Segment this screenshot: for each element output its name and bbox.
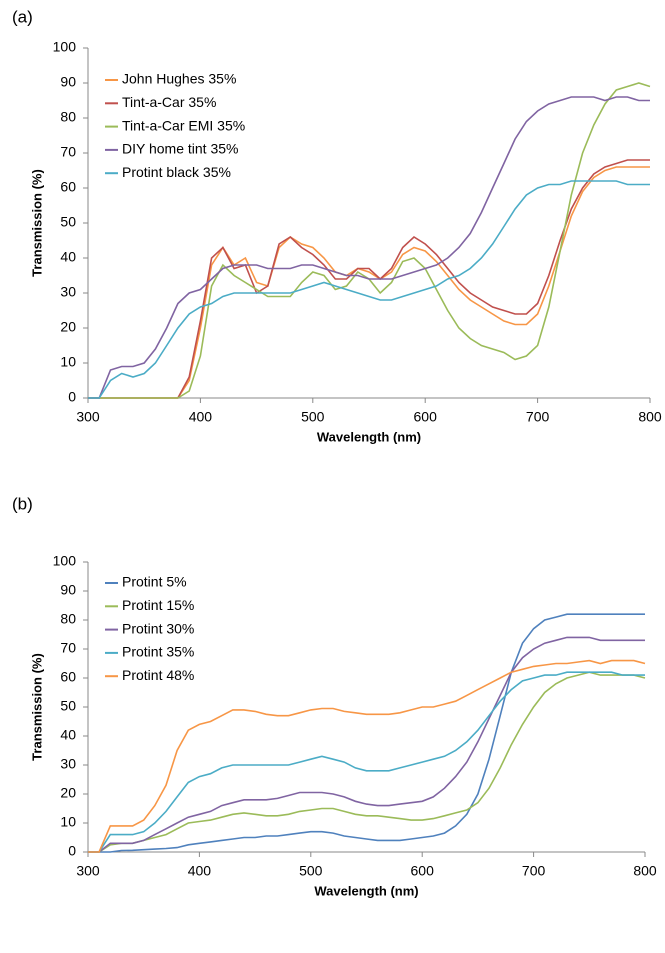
- x-tick-label: 400: [188, 863, 212, 879]
- y-tick-label: 50: [60, 698, 76, 714]
- panel-label: (a): [12, 7, 33, 26]
- x-tick-label: 600: [411, 863, 435, 879]
- x-axis-label: Wavelength (nm): [317, 429, 421, 444]
- y-tick-label: 50: [60, 214, 76, 230]
- y-tick-label: 10: [60, 354, 76, 370]
- x-tick-label: 700: [522, 863, 546, 879]
- panel-label: (b): [12, 494, 33, 513]
- y-tick-label: 90: [60, 582, 76, 598]
- legend-label: Tint-a-Car 35%: [122, 94, 216, 110]
- x-tick-label: 500: [299, 863, 323, 879]
- y-tick-label: 40: [60, 727, 76, 743]
- legend-label: Protint 5%: [122, 574, 187, 590]
- series-line: [88, 166, 650, 399]
- legend-label: John Hughes 35%: [122, 71, 236, 87]
- y-tick-label: 70: [60, 640, 76, 656]
- legend-label: Tint-a-Car EMI 35%: [122, 117, 245, 133]
- x-tick-label: 700: [526, 409, 550, 425]
- y-tick-label: 80: [60, 611, 76, 627]
- legend-label: Protint 30%: [122, 620, 194, 636]
- series-line: [88, 636, 645, 853]
- x-axis-label: Wavelength (nm): [314, 883, 418, 898]
- y-tick-label: 60: [60, 179, 76, 195]
- y-tick-label: 40: [60, 249, 76, 265]
- y-tick-label: 60: [60, 669, 76, 685]
- y-tick-label: 100: [53, 553, 77, 569]
- y-tick-label: 30: [60, 284, 76, 300]
- y-tick-label: 30: [60, 756, 76, 772]
- y-tick-label: 70: [60, 144, 76, 160]
- series-line: [88, 659, 646, 853]
- x-tick-label: 400: [189, 409, 213, 425]
- series-line: [88, 613, 645, 853]
- series-line: [88, 159, 650, 399]
- series-line: [88, 671, 645, 853]
- legend-label: DIY home tint 35%: [122, 141, 238, 157]
- series-line: [88, 180, 650, 399]
- x-tick-label: 600: [414, 409, 438, 425]
- legend-label: Protint 35%: [122, 644, 194, 660]
- x-tick-label: 300: [76, 863, 100, 879]
- legend-label: Protint 15%: [122, 597, 194, 613]
- y-tick-label: 90: [60, 74, 76, 90]
- y-tick-label: 0: [68, 389, 76, 405]
- y-tick-label: 0: [68, 843, 76, 859]
- y-axis-label: Transmission (%): [29, 653, 44, 761]
- series-line: [88, 671, 646, 853]
- series-line: [88, 96, 650, 399]
- y-tick-label: 20: [60, 319, 76, 335]
- y-tick-label: 100: [53, 39, 77, 55]
- x-tick-label: 800: [633, 863, 657, 879]
- y-tick-label: 20: [60, 785, 76, 801]
- legend-label: Protint 48%: [122, 667, 194, 683]
- y-axis-label: Transmission (%): [29, 169, 44, 277]
- x-tick-label: 500: [301, 409, 325, 425]
- y-tick-label: 10: [60, 814, 76, 830]
- legend-label: Protint black 35%: [122, 164, 231, 180]
- x-tick-label: 800: [638, 409, 662, 425]
- y-tick-label: 80: [60, 109, 76, 125]
- x-tick-label: 300: [76, 409, 100, 425]
